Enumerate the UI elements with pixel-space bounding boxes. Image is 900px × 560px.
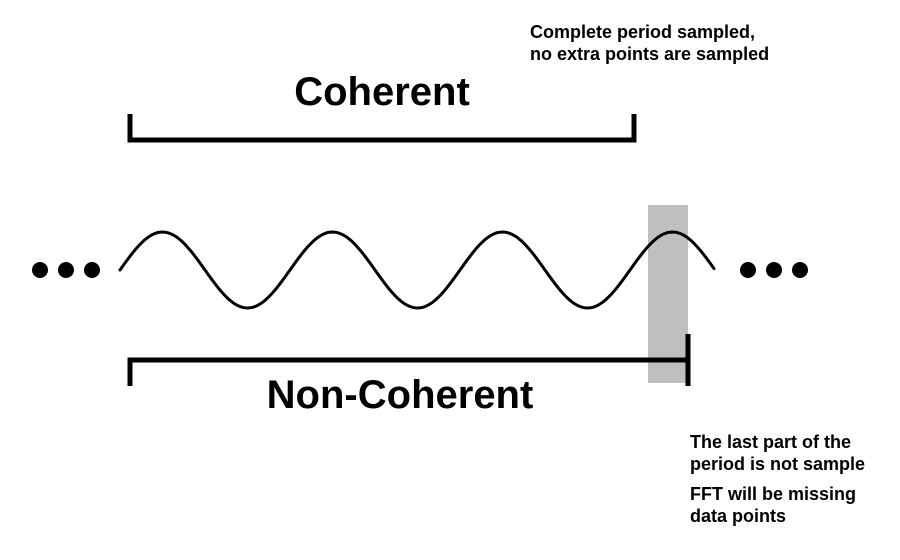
- ellipsis-dot: [740, 262, 756, 278]
- ellipsis-dot: [766, 262, 782, 278]
- coherent-label: Coherent: [294, 70, 470, 114]
- bottom-note-line3: FFT will be missing: [690, 484, 856, 504]
- bottom-note-line4: data points: [690, 506, 786, 526]
- ellipsis-dot: [84, 262, 100, 278]
- ellipsis-left: [32, 262, 100, 278]
- ellipsis-right: [740, 262, 808, 278]
- bottom-note-line2: period is not sample: [690, 454, 865, 474]
- noncoherent-label: Non-Coherent: [267, 373, 534, 417]
- ellipsis-dot: [32, 262, 48, 278]
- top-note-line1: Complete period sampled,: [530, 22, 755, 42]
- sampling-coherence-diagram: Coherent Non-Coherent Complete period sa…: [0, 0, 900, 560]
- top-note-line2: no extra points are sampled: [530, 44, 769, 64]
- bottom-note-line1: The last part of the: [690, 432, 851, 452]
- ellipsis-dot: [58, 262, 74, 278]
- ellipsis-dot: [792, 262, 808, 278]
